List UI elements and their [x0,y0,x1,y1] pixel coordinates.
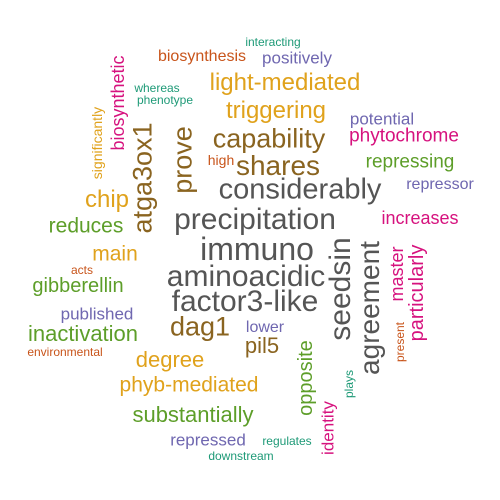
word: lower [245,319,285,336]
word: published [60,304,134,324]
word: increases [381,208,459,228]
word: pil5 [244,333,280,358]
word: phyb-mediated [119,373,259,397]
word: biosynthesis [157,48,247,65]
word: chip [84,186,130,213]
word: degree [135,347,205,372]
word: prove [167,126,198,194]
word: factor3-like [171,285,319,318]
word: significantly [89,106,105,180]
word: particularly [406,244,428,342]
word: interacting [245,35,301,49]
word: master [387,246,407,302]
word: atga3ox1 [127,122,158,234]
word: considerably [218,173,382,206]
word: precipitation [174,203,336,236]
word: whereas [134,81,180,95]
word: identity [318,401,338,455]
word: repressing [365,151,455,173]
word: immuno [200,231,314,267]
word: regulates [262,434,312,448]
word: downstream [208,449,274,463]
word: present [393,321,407,363]
word: positively [262,48,332,68]
word: acts [70,263,94,277]
word: seedsin [324,237,357,341]
word: substantially [132,402,254,427]
word: gibberellin [32,275,124,297]
word: opposite [295,340,317,416]
word: phenotype [136,93,194,107]
word: capability [212,123,326,154]
word: dag1 [169,311,231,342]
word: repressed [170,430,246,450]
word: biosynthetic [108,55,128,151]
word: aminoacidic [166,260,326,293]
word: shares [235,150,321,181]
word: phytochrome [349,125,459,147]
word: plays [342,369,356,399]
word: repressor [406,176,474,193]
word: inactivation [27,321,139,346]
word: main [92,242,138,266]
word: potential [349,109,415,129]
word: triggering [225,97,327,124]
word: light-mediated [209,69,361,96]
word: reduces [48,214,124,238]
word: environmental [27,345,103,359]
word: agreement [354,241,385,375]
word: high [207,152,235,168]
